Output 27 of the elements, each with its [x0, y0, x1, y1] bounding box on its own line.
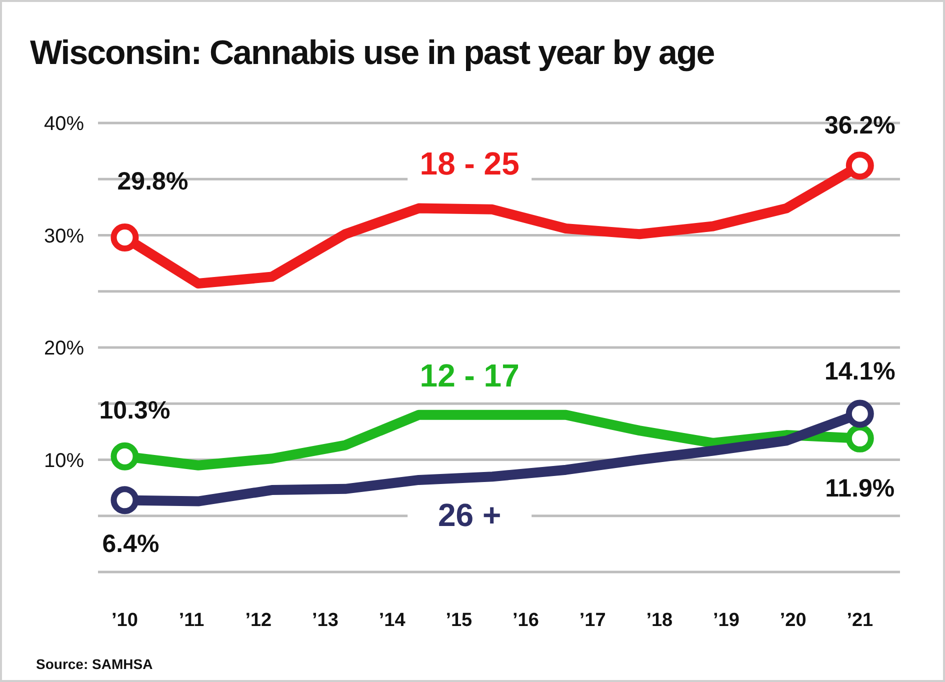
x-tick-label: ’13 — [312, 610, 338, 631]
chart-title: Wisconsin: Cannabis use in past year by age — [30, 34, 714, 72]
y-tick-label: 10% — [44, 450, 84, 472]
data-label: 10.3% — [99, 396, 170, 424]
x-tick-label: ’15 — [446, 610, 473, 631]
source-note: Source: SAMHSA — [36, 656, 153, 672]
series-label: 18 - 25 — [420, 145, 520, 182]
x-tick-label: ’20 — [780, 610, 806, 631]
series-label: 26 + — [438, 496, 502, 533]
x-tick-label: ’21 — [846, 610, 874, 631]
x-tick-label: ’14 — [378, 610, 406, 631]
x-tick-label: ’16 — [512, 610, 539, 631]
x-tick-label: ’12 — [245, 610, 272, 631]
x-tick-label: ’19 — [713, 610, 740, 631]
data-label: 11.9% — [825, 474, 895, 502]
data-label: 29.8% — [117, 167, 188, 196]
data-label: 36.2% — [824, 112, 896, 140]
x-tick-label: ’11 — [178, 610, 205, 631]
x-tick-label: ’18 — [646, 610, 673, 631]
data-label: 14.1% — [824, 358, 896, 386]
data-label: 6.4% — [102, 530, 160, 558]
x-tick-label: ’10 — [112, 610, 138, 631]
y-tick-label: 20% — [44, 338, 84, 360]
y-tick-label: 40% — [44, 113, 84, 135]
y-tick-label: 30% — [44, 225, 84, 248]
x-tick-label: ’17 — [579, 610, 606, 631]
series-label: 12 - 17 — [420, 358, 520, 394]
